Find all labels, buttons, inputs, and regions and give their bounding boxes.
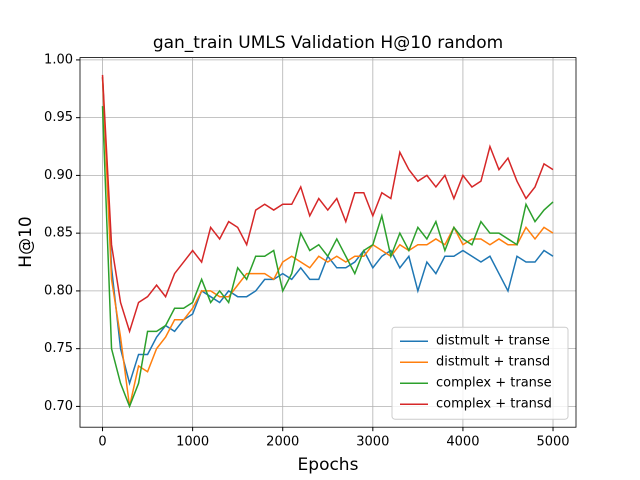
line-series bbox=[101, 77, 554, 407]
y-tick-label: 0.75 bbox=[44, 341, 73, 356]
x-tick-label: 4000 bbox=[446, 435, 479, 450]
legend-label: complex + transe bbox=[436, 376, 552, 391]
y-tick-label: 0.90 bbox=[44, 168, 73, 183]
x-tick-label: 2000 bbox=[266, 435, 299, 450]
y-tick-label: 0.85 bbox=[44, 226, 73, 241]
line-series bbox=[101, 74, 554, 334]
legend-label: distmult + transd bbox=[436, 355, 550, 370]
y-tick-label: 1.00 bbox=[44, 52, 73, 67]
x-axis-label: Epochs bbox=[298, 455, 359, 475]
chart-title: gan_train UMLS Validation H@10 random bbox=[153, 33, 503, 53]
x-tick-label: 0 bbox=[98, 435, 106, 450]
plot-frame bbox=[79, 57, 577, 428]
legend-label: complex + transd bbox=[436, 397, 552, 412]
legend: distmult + transe distmult + transd comple… bbox=[391, 326, 569, 420]
y-tick-label: 0.70 bbox=[44, 399, 73, 414]
y-tick-label: 0.95 bbox=[44, 110, 73, 125]
y-axis-label: H@10 bbox=[16, 216, 36, 267]
legend-box bbox=[391, 326, 569, 420]
y-tick-label: 0.80 bbox=[44, 283, 73, 298]
line-series bbox=[101, 106, 554, 409]
legend-label: distmult + transe bbox=[436, 334, 550, 349]
x-tick-label: 3000 bbox=[356, 435, 389, 450]
x-tick-label: 5000 bbox=[536, 435, 569, 450]
x-tick-label: 1000 bbox=[176, 435, 209, 450]
